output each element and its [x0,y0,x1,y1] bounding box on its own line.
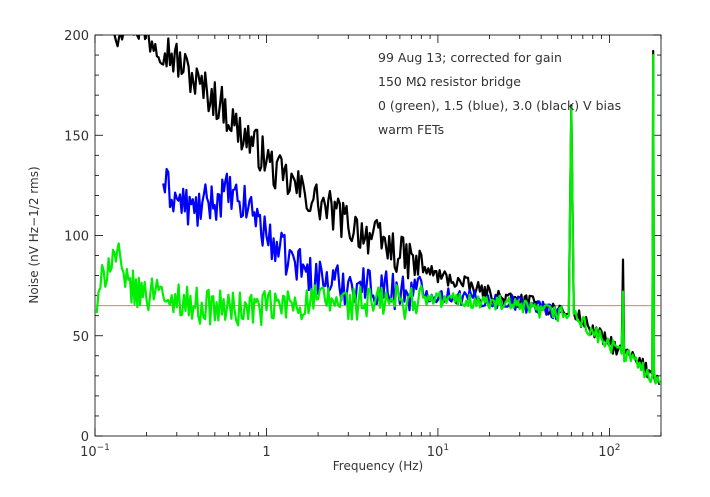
series-line [95,54,661,385]
y-tick-label: 150 [64,129,89,144]
x-tick-label: 1 [262,445,270,460]
plot-frame [94,34,662,437]
x-tick-label: 102 [598,443,620,460]
y-tick-label: 100 [64,230,89,245]
annotation-line-2: 150 MΩ resistor bridge [378,74,521,89]
annotation-line-4: warm FETs [378,122,444,137]
y-tick-label: 200 [64,29,89,44]
y-tick-label: 50 [72,330,89,345]
x-tick-label: 101 [427,443,449,460]
axis-tick-labels: 0 50 100 150 200 10−1 1 101 102 [64,29,620,460]
axis-ticks [94,34,662,437]
annotation-line-3: 0 (green), 1.5 (blue), 3.0 (black) V bia… [378,98,621,113]
x-tick-label: 10−1 [80,443,110,460]
annotation-block: 99 Aug 13; corrected for gain 150 MΩ res… [378,50,621,137]
y-axis-title: Noise (nV Hz−1/2 rms) [27,166,41,303]
annotation-line-1: 99 Aug 13; corrected for gain [378,50,562,65]
series-group [95,35,661,385]
x-axis-title: Frequency (Hz) [333,459,424,473]
y-tick-label: 0 [81,430,89,445]
